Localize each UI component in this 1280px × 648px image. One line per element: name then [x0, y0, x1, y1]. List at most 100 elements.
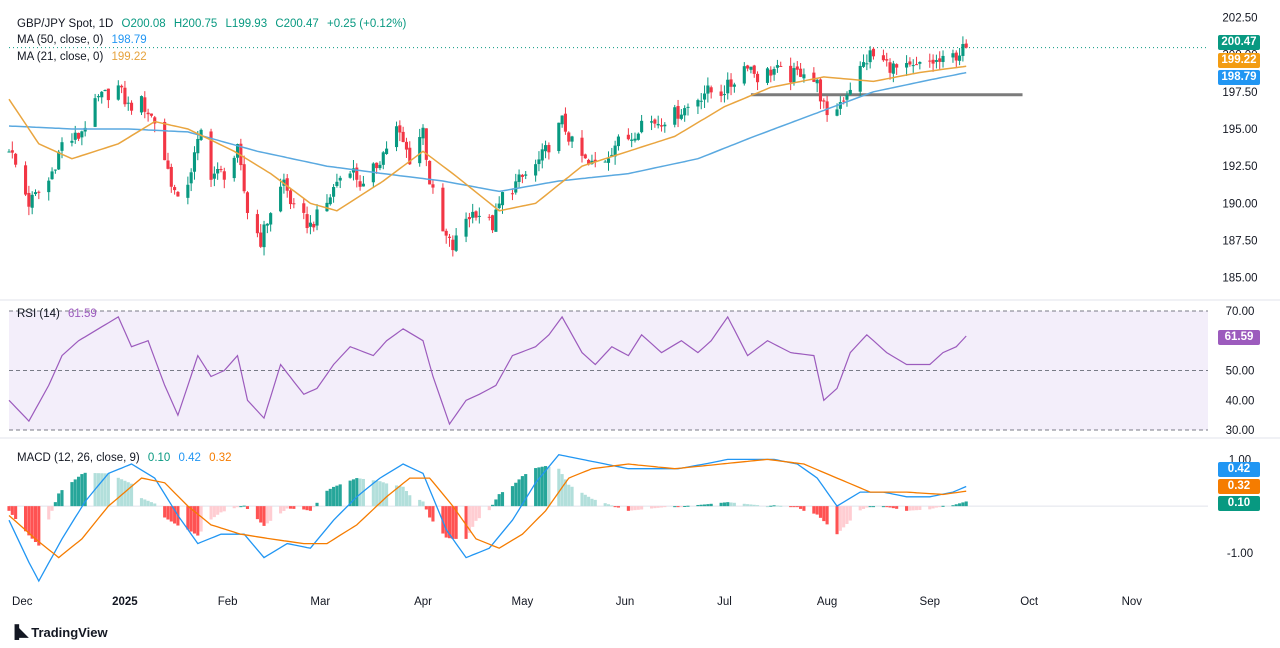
macd-histogram-bar — [726, 502, 730, 507]
rsi-tag: 61.59 — [1218, 330, 1260, 345]
macd-histogram-bar — [355, 478, 359, 507]
candle-body — [679, 114, 683, 119]
candle-body — [729, 79, 733, 87]
candle-body — [626, 134, 630, 140]
ma21-value: 199.22 — [111, 51, 147, 63]
candle-body — [222, 171, 226, 180]
candle-body — [742, 66, 746, 84]
candle-body — [934, 60, 938, 62]
candle-body — [606, 158, 611, 163]
macd-histogram-bar — [358, 478, 362, 507]
candle-body — [792, 68, 796, 83]
candle-body — [444, 230, 448, 236]
macd-histogram-bar — [222, 506, 226, 512]
macd-histogram-bar — [941, 505, 945, 507]
candle-body — [613, 145, 617, 157]
macd-histogram-bar — [37, 506, 41, 546]
candle-body — [517, 174, 521, 182]
candle-body — [775, 65, 779, 68]
candle-body — [802, 74, 806, 79]
candle-body — [540, 149, 544, 161]
candle-body — [404, 141, 409, 150]
macd-histogram-bar — [630, 506, 634, 511]
macd-histogram-bar — [332, 486, 336, 507]
macd-histogram-bar — [50, 506, 54, 511]
candle-body — [189, 172, 193, 184]
candle-body — [73, 132, 77, 140]
macd-histogram-bar — [789, 506, 793, 508]
candle-body — [918, 61, 922, 64]
macd-histogram-bar — [361, 478, 365, 507]
candle-body — [752, 65, 756, 74]
macd-histogram-bar — [772, 505, 776, 507]
candle-body — [524, 174, 528, 176]
macd-histogram-bar — [73, 479, 77, 507]
candle-body — [534, 164, 538, 176]
price-axis-tick: 190.00 — [1222, 198, 1257, 210]
ma21-line — [8, 65, 967, 212]
candle-body — [279, 186, 283, 212]
macd-histogram-bar — [232, 506, 236, 509]
macd-histogram-bar — [351, 479, 356, 507]
candle-body — [603, 161, 607, 163]
candle-body — [772, 68, 776, 75]
tradingview-brand[interactable]: ▐◣ TradingView — [10, 624, 108, 640]
macd-histogram-bar — [146, 500, 150, 507]
macd-histogram-bar — [265, 506, 269, 524]
macd-histogram-bar — [616, 506, 620, 508]
candle-body — [245, 192, 250, 213]
macd-legend: MACD (12, 26, close, 9) 0.10 0.42 0.32 — [17, 451, 237, 465]
candle-body — [464, 218, 468, 237]
x-axis-tick: Nov — [1122, 596, 1143, 608]
macd-histogram-bar — [656, 506, 660, 508]
ma21-label: MA (21, close, 0) — [17, 51, 104, 63]
x-axis-tick: Dec — [12, 596, 33, 608]
candle-body — [116, 85, 120, 100]
candle-body — [547, 144, 551, 153]
macd-histogram-bar — [199, 506, 203, 532]
candle-body — [500, 192, 505, 206]
macd-histogram-bar — [679, 506, 683, 508]
macd-histogram-bar — [633, 506, 637, 511]
macd-histogram-bar — [143, 499, 147, 507]
macd-histogram-bar — [964, 501, 968, 507]
candle-body — [285, 178, 289, 191]
macd-histogram-bar — [116, 477, 120, 507]
candle-body — [424, 128, 428, 160]
macd-histogram-bar — [454, 506, 458, 539]
candle-body — [123, 87, 127, 105]
ma50-legend: MA (50, close, 0) 198.79 — [17, 33, 152, 47]
candle-body — [799, 68, 803, 77]
candle-body — [885, 59, 889, 61]
candle-body — [587, 159, 591, 165]
macd-histogram-bar — [381, 482, 385, 507]
macd-histogram-bar — [905, 506, 909, 511]
macd-histogram-bar — [491, 504, 495, 507]
candle-body — [696, 100, 700, 107]
macd-histogram-bar — [292, 506, 296, 509]
macd-histogram-bar — [815, 506, 819, 515]
candle-body — [255, 214, 259, 234]
x-axis-tick: Aug — [817, 596, 837, 608]
candle-body — [332, 187, 336, 197]
candle-body — [305, 214, 309, 229]
candle-body — [441, 187, 445, 232]
macd-histogram-bar — [328, 488, 332, 507]
x-axis-tick: Jul — [717, 596, 732, 608]
macd-histogram-bar — [613, 506, 617, 508]
price-axis-tick: 197.50 — [1222, 87, 1257, 99]
macd-histogram-bar — [259, 506, 263, 523]
candle-body — [732, 84, 736, 87]
candle-body — [842, 100, 846, 102]
macd-line — [8, 453, 967, 583]
candle-body — [719, 91, 723, 96]
macd-histogram-bar — [394, 485, 399, 507]
candle-body — [722, 94, 726, 96]
rsi-axis-tick: 40.00 — [1226, 395, 1255, 407]
macd-histogram-bar — [729, 502, 733, 507]
candle-body — [169, 166, 173, 187]
macd-histogram-bar — [7, 506, 11, 511]
candle-body — [398, 125, 402, 133]
candle-body — [964, 43, 968, 48]
